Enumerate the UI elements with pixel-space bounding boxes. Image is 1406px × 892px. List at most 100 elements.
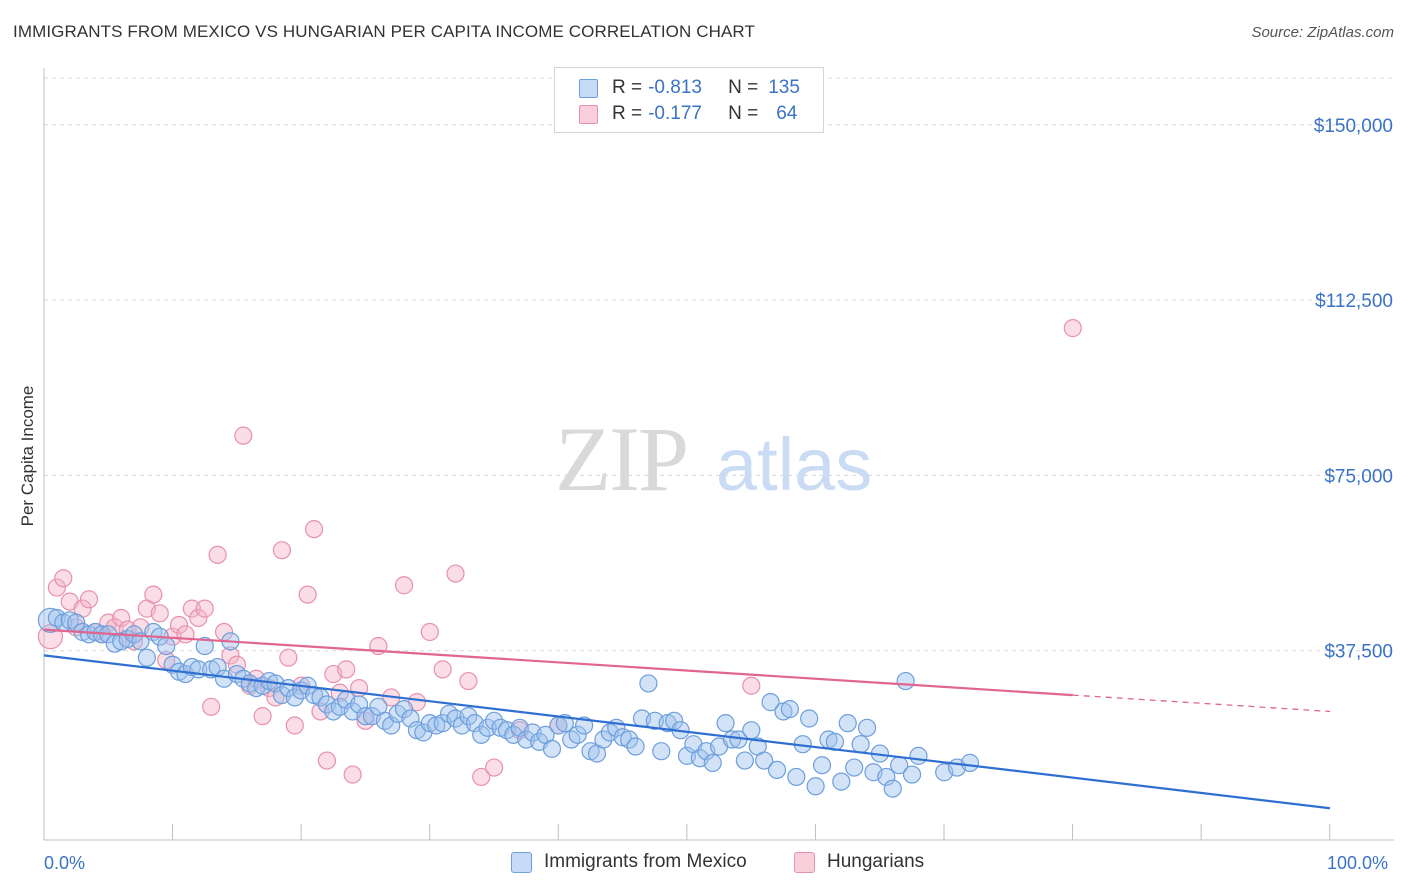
legend-row-hungarians: R = -0.177 N = 64: [579, 101, 797, 127]
hungarian-point: [330, 683, 349, 702]
mexico-point: [401, 709, 420, 728]
correlation-legend: R = -0.813 N = 135 R = -0.177 N = 64: [554, 67, 824, 133]
hungarian-point: [459, 671, 478, 691]
x-tick-label-max: 100.0%: [1327, 853, 1389, 873]
y-axis-label: Per Capita Income: [18, 385, 37, 527]
chart-source: Source: ZipAtlas.com: [1251, 24, 1394, 41]
hungarian-point: [189, 608, 208, 628]
legend-label-hungarians: Hungarians: [827, 851, 925, 872]
y-tick-label: $75,000: [1324, 466, 1393, 487]
x-tick-label-min: 0.0%: [44, 853, 86, 873]
y-tick-label: $112,500: [1315, 291, 1393, 312]
mexico-point: [832, 772, 851, 791]
mexico-point: [857, 718, 877, 737]
n-value-mexico: 135: [768, 77, 800, 98]
mexico-point: [620, 730, 639, 749]
legend-row-mexico: R = -0.813 N = 135: [579, 75, 800, 101]
mexico-point: [883, 779, 902, 798]
mexico-point: [722, 730, 742, 749]
hungarian-point: [337, 660, 356, 679]
mexico-point: [195, 636, 214, 656]
r-label: R =: [612, 77, 643, 98]
mexico-point: [716, 714, 735, 733]
mexico-point: [787, 767, 806, 787]
hungarian-point: [446, 564, 465, 583]
watermark: ZIP atlas: [555, 408, 872, 510]
mexico-point: [478, 718, 497, 737]
mexico-point: [838, 714, 857, 733]
hungarian-point: [208, 545, 227, 564]
mexico-point: [594, 730, 613, 749]
mexico-point: [960, 753, 980, 772]
hungarian-point: [221, 646, 240, 665]
mexico-point: [800, 709, 819, 728]
y-tick-label: $37,500: [1324, 642, 1393, 663]
hungarian-point: [195, 599, 214, 618]
mexico-point: [485, 711, 504, 730]
legend-item-mexico[interactable]: Immigrants from Mexico: [511, 851, 747, 873]
mexico-point: [382, 716, 401, 735]
mexico-point: [639, 674, 658, 693]
hungarian-point: [433, 660, 452, 679]
mexico-point: [877, 767, 896, 787]
n-label: N =: [728, 77, 759, 98]
mexico-point: [157, 636, 176, 656]
r-value-mexico: -0.813: [648, 77, 702, 98]
hungarian-point: [112, 608, 131, 628]
mexico-point: [845, 758, 864, 777]
trend-line-hungarians-extension: [1072, 694, 1331, 713]
mexico-point: [812, 756, 832, 775]
pink-swatch-icon: [794, 851, 815, 873]
hungarian-point: [202, 697, 221, 716]
mexico-point: [626, 737, 645, 756]
mexico-point: [349, 695, 369, 714]
mexico-point: [806, 777, 825, 796]
r-label: R =: [612, 103, 643, 124]
legend-item-hungarians[interactable]: Hungarians: [794, 851, 924, 873]
hungarian-point: [311, 702, 330, 721]
mexico-point: [767, 760, 787, 780]
hungarian-point: [742, 676, 761, 695]
n-label: N =: [728, 103, 759, 124]
hungarian-point: [298, 585, 317, 604]
hungarian-point: [317, 751, 337, 770]
mexico-point: [163, 655, 182, 674]
mexico-point: [555, 714, 574, 733]
y-tick-labels: $37,500 $75,000 $112,500 $150,000: [1314, 116, 1393, 663]
mexico-point: [761, 693, 780, 712]
hungarian-point: [285, 716, 304, 735]
hungarian-point: [47, 578, 66, 597]
mexico-point: [459, 707, 478, 726]
hungarian-point: [182, 599, 201, 618]
hungarian-point: [144, 585, 163, 604]
hungarian-point: [304, 520, 324, 539]
series-immigrants-from-mexico: [37, 607, 980, 798]
mexico-point: [137, 648, 156, 667]
chart-title: IMMIGRANTS FROM MEXICO VS HUNGARIAN PER …: [13, 22, 755, 41]
mexico-point: [472, 725, 491, 744]
hungarian-point: [420, 622, 439, 642]
hungarian-point: [253, 707, 272, 726]
hungarian-point: [79, 590, 99, 609]
trend-line-mexico: [43, 654, 1331, 810]
pink-swatch-icon: [579, 104, 598, 124]
blue-swatch-icon: [579, 78, 598, 98]
hungarian-point: [472, 767, 491, 787]
mexico-point: [780, 700, 799, 719]
mexico-point: [902, 765, 922, 784]
mexico-point: [652, 742, 671, 761]
mexico-point: [703, 753, 722, 772]
n-value-hungarians: 64: [776, 103, 798, 124]
mexico-point: [851, 735, 870, 754]
trend-lines: [43, 628, 1331, 810]
mexico-point: [909, 746, 928, 765]
hungarian-point: [169, 615, 189, 635]
hungarian-point: [150, 604, 169, 623]
y-tick-label: $150,000: [1314, 116, 1393, 137]
mexico-point: [356, 707, 375, 726]
legend-label-mexico: Immigrants from Mexico: [544, 851, 747, 872]
mexico-point: [742, 721, 761, 740]
mexico-point: [542, 739, 562, 758]
hungarian-point: [176, 625, 195, 644]
mexico-point: [285, 688, 304, 707]
